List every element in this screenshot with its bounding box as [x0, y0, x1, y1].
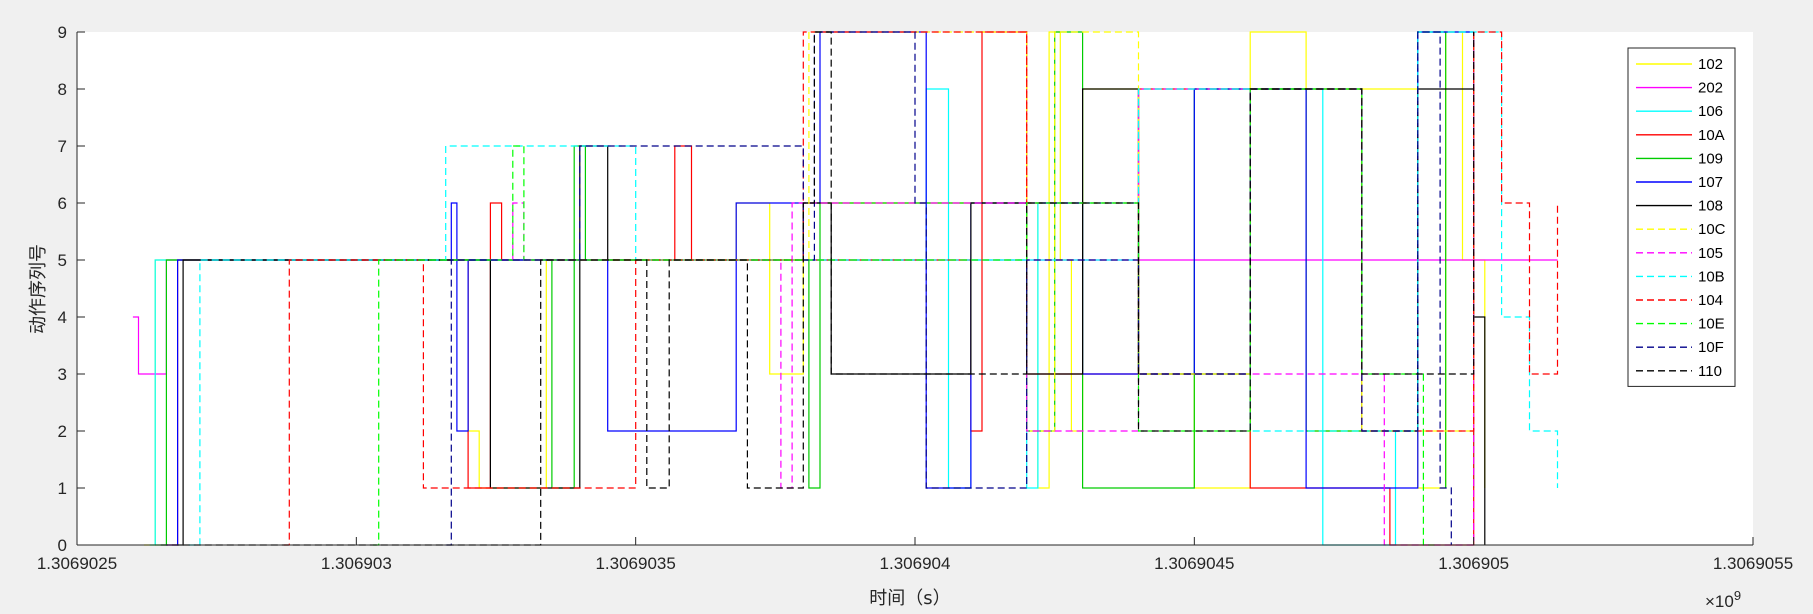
y-tick-label: 2 — [58, 422, 67, 441]
y-tick-label: 1 — [58, 479, 67, 498]
legend-label-105: 105 — [1698, 245, 1723, 262]
x-tick-label: 1.3069035 — [595, 554, 675, 573]
series-line-110 — [160, 31, 1475, 546]
legend-label-106: 106 — [1698, 103, 1723, 120]
legend-label-10A: 10A — [1698, 127, 1725, 144]
axes-layer: 1.3069025 1.306903 1.3069035 1.306904 1.3069… — [37, 23, 1793, 573]
x-multiplier: ×109 — [1705, 588, 1741, 611]
y-axis-title: 动作序列号 — [28, 244, 49, 334]
legend-label-10C: 10C — [1698, 221, 1726, 238]
y-tick-label: 7 — [58, 137, 67, 156]
legend: 102 202 106 10A 109 107 108 10C 105 10B 104 10E 10F 1… — [1627, 47, 1736, 387]
legend-label-102: 102 — [1698, 56, 1723, 73]
legend-label-10B: 10B — [1698, 268, 1725, 285]
legend-label-108: 108 — [1698, 198, 1723, 215]
x-multiplier-exponent: 9 — [1734, 588, 1741, 603]
y-tick-label: 6 — [58, 194, 67, 213]
legend-label-107: 107 — [1698, 174, 1723, 191]
legend-label-202: 202 — [1698, 80, 1723, 97]
y-tick-label: 9 — [58, 23, 67, 42]
legend-label-109: 109 — [1698, 150, 1723, 167]
x-multiplier-base: ×10 — [1705, 592, 1734, 611]
series-line-10F — [445, 31, 1452, 546]
y-tick-label: 8 — [58, 80, 67, 99]
x-tick-label: 1.3069045 — [1154, 554, 1234, 573]
legend-label-110: 110 — [1698, 363, 1722, 380]
legend-box — [1627, 47, 1736, 387]
y-tick-label: 0 — [58, 536, 67, 555]
x-tick-label: 1.306904 — [880, 554, 951, 573]
x-tick-label: 1.3069055 — [1713, 554, 1793, 573]
legend-label-104: 104 — [1698, 292, 1723, 309]
series-layer — [132, 31, 1559, 546]
x-tick-label: 1.306903 — [321, 554, 392, 573]
x-tick-label: 1.306905 — [1438, 554, 1509, 573]
legend-label-10E: 10E — [1698, 316, 1725, 333]
x-axis-title: 时间（s） — [869, 588, 950, 609]
legend-label-10F: 10F — [1698, 339, 1724, 356]
y-tick-label: 5 — [58, 251, 67, 270]
x-tick-label: 1.3069025 — [37, 554, 117, 573]
y-tick-label: 3 — [58, 365, 67, 384]
y-tick-label: 4 — [58, 308, 67, 327]
